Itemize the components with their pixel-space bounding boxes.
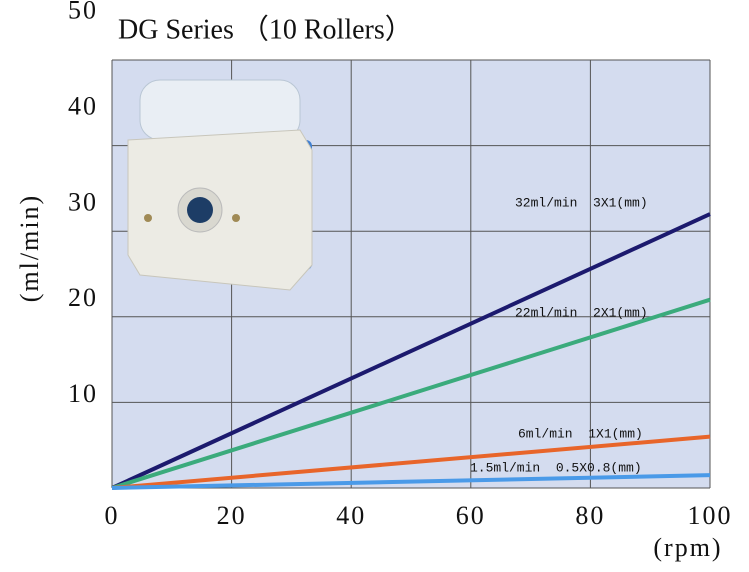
- y-axis-label: (ml/min): [15, 194, 44, 302]
- y-tick-label: 30: [68, 187, 98, 216]
- y-tick-label: 50: [68, 0, 98, 25]
- x-axis-label: (rpm): [653, 533, 722, 562]
- y-tick-label: 40: [68, 91, 98, 120]
- series-line: [111, 434, 711, 490]
- y-tick-label: 10: [68, 379, 98, 408]
- x-tick-label: 60: [456, 501, 486, 530]
- pump-screw: [232, 214, 240, 222]
- series-line: [111, 473, 711, 490]
- x-tick-label: 100: [688, 501, 733, 530]
- x-tick-label: 0: [105, 501, 120, 530]
- series-label: 32ml/min 3X1(mm): [515, 195, 648, 210]
- chart-title: DG Series （10 Rollers）: [118, 13, 413, 45]
- series-line: [111, 297, 711, 490]
- series-label: 6ml/min 1X1(mm): [518, 426, 643, 441]
- x-tick-label: 80: [575, 501, 605, 530]
- series-label: 1.5ml/min 0.5X0.8(mm): [470, 460, 642, 475]
- pump-screw: [144, 214, 152, 222]
- series-label: 22ml/min 2X1(mm): [515, 305, 648, 320]
- x-tick-label: 20: [217, 501, 247, 530]
- pump-shaft: [187, 197, 213, 223]
- series-line: [111, 212, 711, 490]
- pump-illustration: [127, 79, 313, 291]
- x-tick-label: 40: [336, 501, 366, 530]
- y-tick-label: 20: [68, 283, 98, 312]
